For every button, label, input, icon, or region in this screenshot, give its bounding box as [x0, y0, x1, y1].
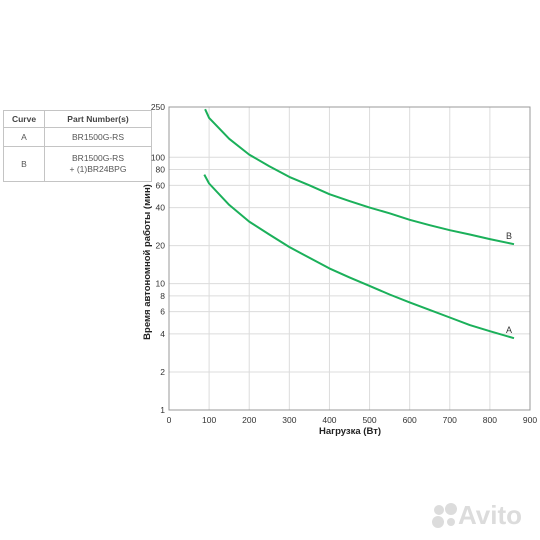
legend-part-b-line2: + (1)BR24BPG	[69, 164, 127, 174]
y-tick-label: 60	[156, 180, 166, 190]
series-line-a	[203, 174, 515, 340]
legend-table: Curve Part Number(s) A BR1500G-RS B BR15…	[3, 110, 152, 182]
y-tick-label: 80	[156, 165, 166, 175]
y-axis-label: Время автономной работы (мин)	[142, 184, 153, 340]
x-tick-label: 0	[167, 415, 172, 425]
x-tick-label: 400	[322, 415, 336, 425]
x-tick-label: 900	[523, 415, 537, 425]
tick-labels: 0 100 200 300 400 500 600 700 800 900 1 2 4 6 8 10 20 40 6…	[151, 102, 538, 425]
series-label-a: A	[506, 325, 512, 335]
legend-header-row: Curve Part Number(s)	[3, 110, 152, 128]
avito-watermark: Avito	[432, 500, 522, 531]
x-tick-label: 300	[282, 415, 296, 425]
series-lines	[203, 108, 515, 340]
series-line-b	[204, 108, 515, 246]
x-axis-label: Нагрузка (Вт)	[319, 426, 381, 437]
legend-row: A BR1500G-RS	[3, 127, 152, 147]
x-tick-label: 200	[242, 415, 256, 425]
y-tick-label: 4	[160, 329, 165, 339]
x-tick-label: 800	[483, 415, 497, 425]
series-labels: BA	[506, 231, 512, 335]
avito-logo-icon	[432, 503, 458, 528]
x-tick-label: 600	[403, 415, 417, 425]
y-tick-label: 250	[151, 102, 165, 112]
y-tick-label: 6	[160, 307, 165, 317]
y-tick-label: 8	[160, 291, 165, 301]
y-tick-label: 100	[151, 152, 165, 162]
legend-row: B BR1500G-RS + (1)BR24BPG	[3, 146, 152, 182]
y-tick-label: 20	[156, 241, 166, 251]
x-tick-label: 500	[362, 415, 376, 425]
chart-grid	[169, 107, 530, 410]
x-tick-label: 700	[443, 415, 457, 425]
avito-wordmark: Avito	[458, 500, 523, 530]
x-tick-label: 100	[202, 415, 216, 425]
legend-part-b-line1: BR1500G-RS	[72, 153, 124, 163]
y-tick-label: 10	[156, 279, 166, 289]
series-label-b: B	[506, 231, 512, 241]
y-tick-label: 2	[160, 367, 165, 377]
legend-part-b: BR1500G-RS + (1)BR24BPG	[44, 146, 152, 182]
plot-frame	[168, 106, 531, 411]
y-tick-label: 40	[156, 203, 166, 213]
y-tick-label: 1	[160, 405, 165, 415]
